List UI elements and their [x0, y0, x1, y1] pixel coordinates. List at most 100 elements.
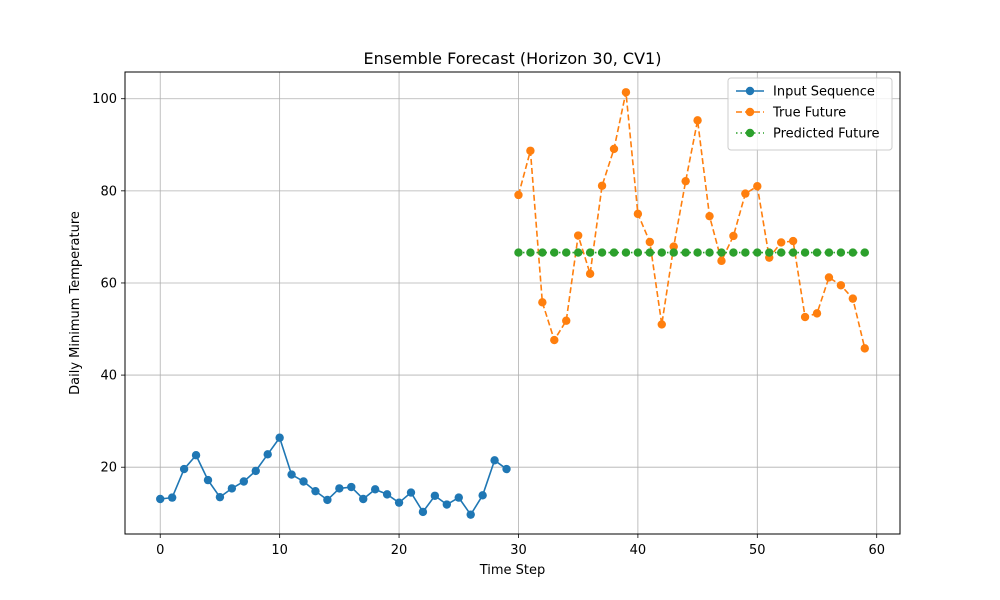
- legend: Input Sequence True Future Predicted Futur…: [727, 77, 893, 151]
- plot-frame: [124, 71, 901, 535]
- series-input-sequence: [156, 433, 511, 519]
- data-point: [860, 344, 869, 353]
- data-point: [287, 470, 296, 479]
- data-point: [729, 231, 738, 241]
- data-point: [776, 238, 786, 247]
- data-point: [645, 237, 655, 247]
- data-point: [836, 281, 846, 290]
- data-point: [621, 88, 631, 97]
- data-point: [418, 507, 428, 517]
- data-point: [788, 236, 798, 246]
- data-point: [848, 248, 858, 257]
- data-point: [562, 248, 571, 257]
- data-point: [669, 242, 678, 251]
- y-tick-label: 40: [100, 369, 117, 384]
- data-point: [227, 484, 237, 493]
- data-point: [753, 182, 762, 191]
- data-point: [430, 491, 440, 500]
- data-point: [717, 256, 726, 266]
- data-point: [848, 294, 858, 303]
- data-point: [347, 482, 356, 492]
- data-point: [753, 248, 762, 257]
- chart-title: Ensemble Forecast (Horizon 30, CV1): [364, 49, 662, 68]
- data-point: [824, 273, 834, 282]
- data-point: [657, 320, 666, 329]
- data-point: [382, 490, 392, 499]
- y-tick-label: 20: [100, 461, 117, 476]
- data-point: [526, 146, 535, 155]
- data-point: [788, 248, 798, 257]
- axis-ticks: 0 10 20 30 40 50 60 20 40 60 80 100: [92, 92, 885, 558]
- data-point: [538, 248, 547, 257]
- data-point: [454, 493, 463, 502]
- x-tick-label: 20: [391, 543, 408, 558]
- data-point: [693, 116, 702, 125]
- data-point: [167, 493, 177, 502]
- data-point: [800, 312, 810, 322]
- data-point: [824, 248, 834, 257]
- data-point: [478, 491, 487, 500]
- data-point: [370, 485, 380, 494]
- data-point: [741, 248, 750, 257]
- data-point: [717, 248, 726, 257]
- data-point: [585, 269, 595, 278]
- data-point: [526, 248, 535, 257]
- legend-marker: [745, 107, 755, 117]
- x-tick-label: 0: [156, 543, 164, 558]
- plot-series: [156, 88, 869, 519]
- data-point: [323, 495, 332, 505]
- data-point: [645, 248, 655, 257]
- x-tick-label: 40: [630, 543, 647, 558]
- data-point: [765, 248, 774, 257]
- data-point: [263, 450, 272, 459]
- legend-marker: [745, 128, 755, 138]
- data-point: [621, 248, 631, 257]
- data-point: [609, 248, 619, 257]
- legend-marker: [745, 86, 755, 96]
- legend-label: Predicted Future: [773, 127, 880, 142]
- legend-label: True Future: [772, 106, 846, 121]
- data-point: [311, 486, 320, 496]
- data-point: [156, 494, 165, 504]
- data-point: [359, 494, 368, 504]
- series-predicted-future: [514, 248, 869, 257]
- data-point: [633, 209, 643, 219]
- y-tick-label: 100: [92, 92, 117, 107]
- x-tick-label: 10: [271, 543, 288, 558]
- x-tick-label: 60: [868, 543, 885, 558]
- data-point: [741, 189, 750, 198]
- data-point: [251, 466, 260, 476]
- data-point: [502, 464, 511, 474]
- data-point: [776, 248, 786, 257]
- data-point: [394, 498, 404, 507]
- x-tick-label: 50: [749, 543, 766, 558]
- data-point: [669, 248, 678, 257]
- data-point: [609, 144, 619, 154]
- series-true-future: [514, 88, 869, 353]
- data-point: [860, 248, 869, 257]
- data-point: [812, 248, 822, 257]
- data-point: [573, 231, 583, 240]
- data-point: [514, 248, 523, 257]
- data-point: [705, 211, 714, 221]
- data-point: [597, 248, 607, 257]
- data-point: [239, 477, 249, 486]
- data-point: [191, 451, 201, 460]
- data-point: [633, 248, 643, 257]
- data-point: [538, 298, 547, 307]
- legend-label: Input Sequence: [773, 85, 875, 100]
- data-point: [729, 248, 738, 257]
- data-point: [705, 248, 714, 257]
- data-point: [490, 456, 499, 465]
- data-point: [335, 484, 344, 493]
- data-point: [179, 464, 189, 474]
- data-point: [573, 248, 583, 257]
- data-point: [275, 433, 284, 442]
- x-axis-label: Time Step: [479, 563, 546, 578]
- data-point: [514, 190, 523, 200]
- data-point: [406, 488, 416, 497]
- y-tick-label: 80: [100, 184, 117, 199]
- data-point: [585, 248, 595, 257]
- data-point: [681, 176, 690, 186]
- data-point: [466, 510, 475, 519]
